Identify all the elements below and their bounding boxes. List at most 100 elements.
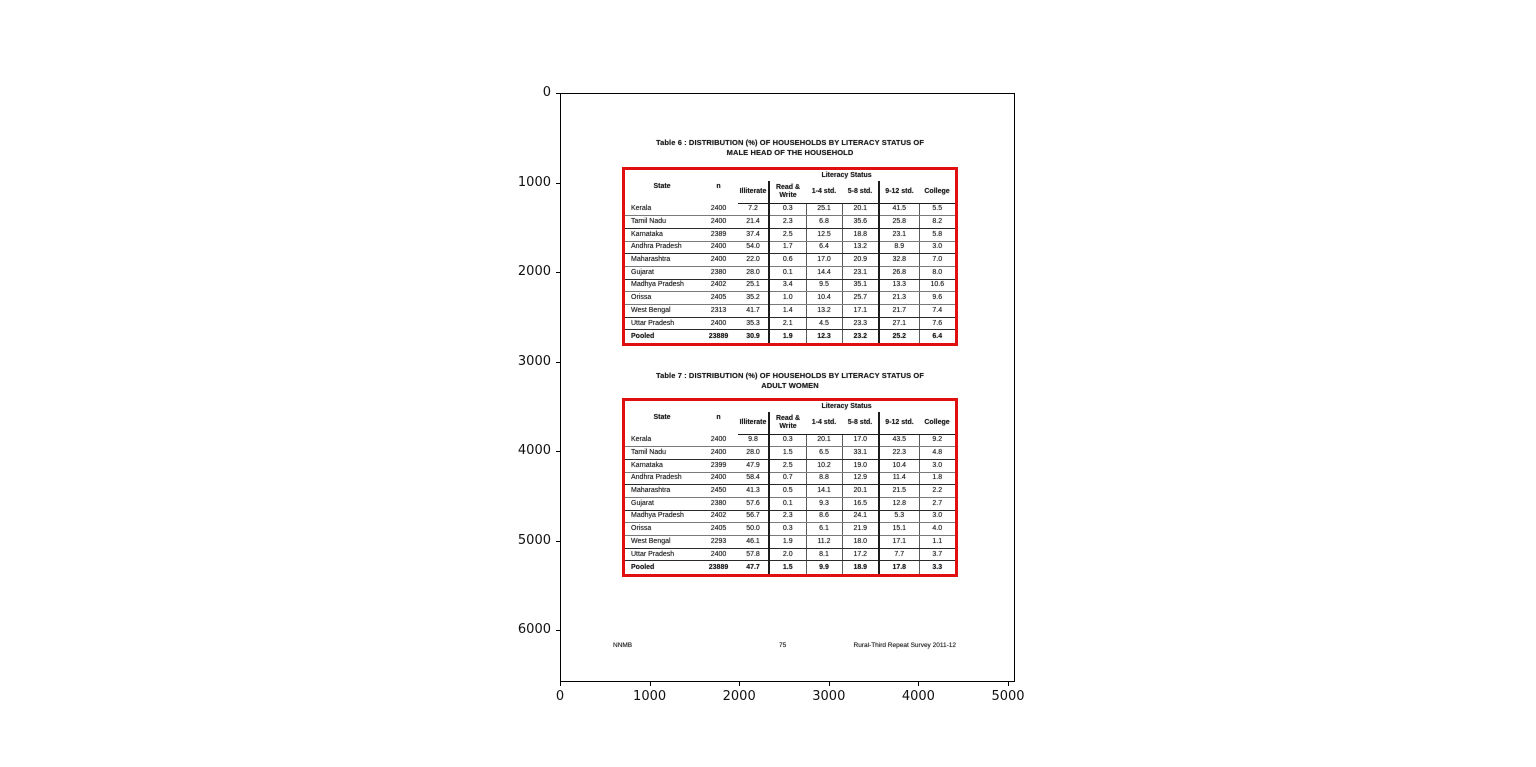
value-cell: 5.5 [918,203,956,217]
state-cell: Maharashtra [625,253,699,267]
state-cell: Madhya Pradesh [625,279,699,293]
value-cell: 41.3 [738,484,769,498]
value-cell: 50.0 [738,522,769,537]
value-cell: 17.0 [805,253,842,267]
value-cell: 2405 [699,522,738,537]
value-cell: 4.5 [805,317,842,331]
footer-page-number: 75 [779,642,787,649]
value-cell: 1.5 [768,446,806,460]
value-cell: 2400 [699,548,738,562]
value-cell: 28.0 [738,446,769,460]
value-cell: 27.1 [878,317,919,331]
value-cell: 21.9 [841,522,879,537]
value-cell: 22.3 [878,446,919,460]
value-cell: 12.5 [805,228,842,242]
table-row: Orissa 2405 35.2 1.0 10.4 25.7 21.3 9.6 [625,291,956,306]
table-row: West Bengal 2293 46.1 1.9 11.2 18.0 17.1 1.1 [625,535,956,549]
y-tick-label: 5000 [517,532,551,548]
pooled-label-cell: Pooled [631,563,655,571]
value-cell: 2400 [699,446,738,460]
value-cell: 12.8 [878,497,919,511]
value-cell: 6.8 [805,215,842,229]
value-cell: 7.4 [918,304,956,318]
value-cell: 28.0 [738,266,769,280]
value-cell: 47.9 [738,459,769,473]
value-cell: 0.7 [768,472,806,486]
y-tick-label: 6000 [517,622,551,637]
value-cell: 26.8 [878,266,919,280]
value-cell: 16.5 [841,497,879,511]
plot-frame: Table 6 : DISTRIBUTION (%) OF HOUSEHOLDS… [560,93,1015,682]
column-header-row: Illiterate Read & Write 1-4 std. 5-8 std. 9-… [625,181,956,204]
value-cell: 25.1 [738,279,769,293]
pooled-value-cell: 12.3 [805,329,842,343]
value-cell: 11.2 [805,535,842,549]
value-cell: 23.1 [878,228,919,242]
value-cell: 19.0 [841,459,879,473]
value-cell: 2.0 [768,548,806,562]
table7-title: Table 7 : DISTRIBUTION (%) OF HOUSEHOLDS… [622,371,958,391]
value-cell: 1.4 [768,304,806,318]
value-cell: 11.4 [878,472,919,486]
state-cell: Andhra Pradesh [625,472,699,486]
header-cell-state: State [653,413,671,421]
value-cell: 25.7 [841,291,879,306]
table-row: Tamil Nadu 2400 28.0 1.5 6.5 33.1 22.3 4.8 [625,446,956,460]
value-cell: 2402 [699,279,738,293]
value-cell: 2313 [699,304,738,318]
value-cell: 2.2 [918,484,956,498]
value-cell: 18.0 [841,535,879,549]
state-cell: West Bengal [625,535,699,549]
value-cell: 8.1 [805,548,842,562]
x-tick-label: 0 [555,689,565,704]
pooled-value-cell: 1.5 [768,560,806,574]
value-cell: 9.3 [805,497,842,511]
value-cell: 1.8 [918,472,956,486]
value-cell: 3.0 [918,459,956,473]
header-cell: 1-4 std. [806,181,842,204]
value-cell: 23.1 [841,266,879,280]
value-cell: 0.3 [768,434,806,448]
table6-title-line2: MALE HEAD OF THE HOUSEHOLD [726,148,854,157]
value-cell: 10.6 [918,279,956,293]
value-cell: 24.1 [841,510,879,524]
value-cell: 21.4 [738,215,769,229]
state-cell: Orissa [625,291,699,306]
value-cell: 0.1 [768,266,806,280]
value-cell: 4.0 [918,522,956,537]
y-tick-mark [556,361,560,363]
state-cell: Karnataka [625,228,699,242]
state-cell: Kerala [625,203,699,217]
group-header-row: State n Literacy Status [625,170,955,190]
value-cell: 58.4 [738,472,769,486]
value-cell: 2400 [699,253,738,267]
state-cell: Madhya Pradesh [625,510,699,524]
state-cell: Gujarat [625,497,699,511]
value-cell: 2400 [699,215,738,229]
value-cell: 3.7 [918,548,956,562]
table-row: Maharashtra 2450 41.3 0.5 14.1 20.1 21.5 2.2 [625,484,956,498]
pooled-value-cell: 17.8 [878,560,919,574]
value-cell: 4.8 [918,446,956,460]
value-cell: 2400 [699,434,738,448]
table-row: Uttar Pradesh 2400 57.8 2.0 8.1 17.2 7.7 3.7 [625,548,956,562]
table-row: Maharashtra 2400 22.0 0.6 17.0 20.9 32.8 7.0 [625,253,956,267]
value-cell: 1.1 [918,535,956,549]
value-cell: 14.4 [805,266,842,280]
value-cell: 20.9 [841,253,879,267]
value-cell: 10.2 [805,459,842,473]
pooled-value-cell: 47.7 [746,563,760,571]
pooled-value-cell: 25.2 [878,329,919,343]
value-cell: 8.0 [918,266,956,280]
table-row: Uttar Pradesh 2400 35.3 2.1 4.5 23.3 27.1 7.6 [625,317,956,331]
value-cell: 2.3 [768,510,806,524]
value-cell: 0.3 [768,522,806,537]
value-cell: 57.8 [738,548,769,562]
value-cell: 2380 [699,497,738,511]
value-cell: 35.6 [841,215,879,229]
table-row: Madhya Pradesh 2402 25.1 3.4 9.5 35.1 13.3 10.6 [625,279,956,293]
column-header-row: Illiterate Read & Write 1-4 std. 5-8 std. 9-… [625,412,956,435]
group-header-cell: Literacy Status [821,171,872,179]
value-cell: 10.4 [878,459,919,473]
table-row: Karnataka 2389 37.4 2.5 12.5 18.8 23.1 5.8 [625,228,956,242]
